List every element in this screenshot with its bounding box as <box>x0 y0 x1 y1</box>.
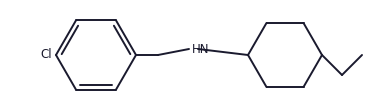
Text: HN: HN <box>192 43 210 56</box>
Text: Cl: Cl <box>40 49 52 61</box>
